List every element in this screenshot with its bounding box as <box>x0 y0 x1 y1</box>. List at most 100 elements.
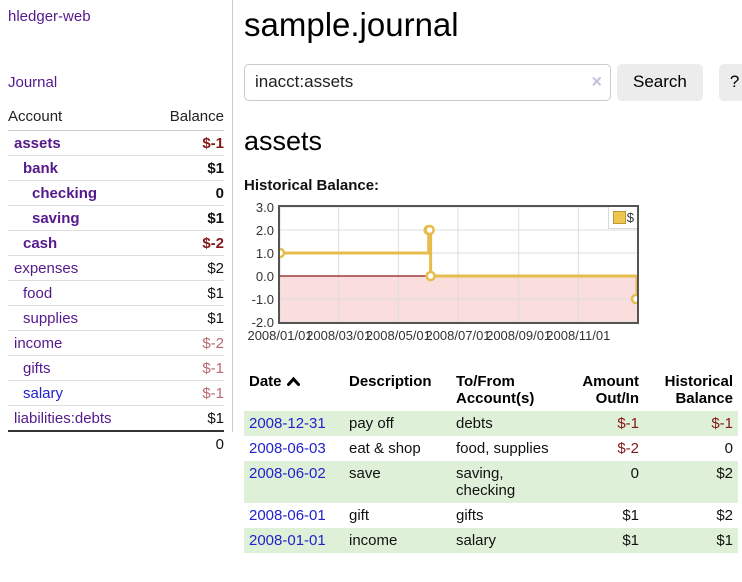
column-header-date-label: Date <box>249 372 282 390</box>
y-axis-tick-label: 3.0 <box>255 199 274 215</box>
sidebar-account-balance: 0 <box>149 180 224 206</box>
y-axis-tick-label: 0.0 <box>255 268 274 284</box>
sidebar-account-link[interactable]: liabilities:debts <box>14 410 112 427</box>
page-title: sample.journal <box>244 6 459 43</box>
register-row: 2008-06-02 save saving, checking 0 $2 <box>244 460 738 503</box>
sidebar-account-row: liabilities:debts $1 <box>8 405 224 432</box>
sidebar-account-balance: $-1 <box>149 380 224 406</box>
help-button[interactable]: ? <box>718 63 742 101</box>
sidebar-account-link[interactable]: expenses <box>14 260 79 277</box>
accounts-table: Account Balance assets $-1 bank $1 checking 0… <box>8 105 224 457</box>
transaction-amount: 0 <box>630 464 639 482</box>
sidebar-account-link[interactable]: supplies <box>23 310 79 327</box>
chart-plot: $ <box>278 204 639 324</box>
transaction-date-link[interactable]: 2008-01-01 <box>249 531 326 549</box>
app-title-link[interactable]: hledger-web <box>8 8 91 25</box>
sidebar-account-row: supplies $1 <box>8 305 224 331</box>
transaction-accounts: food, supplies <box>456 439 549 457</box>
accounts-header-account: Account <box>8 105 150 131</box>
sidebar-account-link[interactable]: checking <box>32 185 98 202</box>
chart-title: Historical Balance: <box>244 176 380 194</box>
chart-canvas <box>280 206 637 322</box>
transaction-amount: $-1 <box>617 414 639 432</box>
sidebar-account-row: bank $1 <box>8 155 224 181</box>
sidebar: hledger-web Journal Account Balance asse… <box>0 0 233 457</box>
transaction-date-link[interactable]: 2008-12-31 <box>249 414 326 432</box>
transaction-description: save <box>349 464 381 482</box>
sidebar-account-link[interactable]: bank <box>23 160 59 177</box>
transaction-description: gift <box>349 506 370 524</box>
y-axis-tick-label: 1.0 <box>255 245 274 261</box>
historical-balance-chart: $ 3.0 2.0 1.0 0.0 -1.0 -2.0 2008/01/01 2008/03/… <box>244 200 742 347</box>
transaction-amount: $1 <box>622 506 639 524</box>
sidebar-account-link[interactable]: gifts <box>23 360 51 377</box>
y-axis-tick-label: 2.0 <box>255 222 274 238</box>
sidebar-account-balance: $-1 <box>149 355 224 381</box>
column-header-date[interactable]: Date <box>244 369 344 411</box>
sidebar-account-balance: $1 <box>149 205 224 231</box>
accounts-total-balance: 0 <box>149 430 224 457</box>
sidebar-item-journal[interactable]: Journal <box>8 74 58 91</box>
sidebar-account-balance: $-2 <box>149 330 224 356</box>
sidebar-account-balance: $1 <box>149 405 224 432</box>
transaction-date-link[interactable]: 2008-06-03 <box>249 439 326 457</box>
transaction-balance: 0 <box>724 439 733 457</box>
legend-label: $ <box>626 209 634 225</box>
sidebar-account-row: salary $-1 <box>8 380 224 406</box>
sidebar-account-link[interactable]: income <box>14 335 63 352</box>
sidebar-account-link[interactable]: food <box>23 285 53 302</box>
sidebar-account-row: cash $-2 <box>8 230 224 256</box>
register-table-body: 2008-12-31 pay off debts $-1 $-1 2008-06-03 ea… <box>244 410 738 553</box>
sidebar-account-row: checking 0 <box>8 180 224 206</box>
accounts-total-row: 0 <box>8 430 224 457</box>
transaction-accounts: saving, checking <box>456 464 516 499</box>
transaction-date-link[interactable]: 2008-06-01 <box>249 506 326 524</box>
date-sort-link[interactable]: Date <box>249 373 301 390</box>
sidebar-account-link[interactable]: saving <box>32 210 80 227</box>
y-axis-tick-label: -1.0 <box>251 291 274 307</box>
sidebar-account-row: expenses $2 <box>8 255 224 281</box>
transaction-balance: $2 <box>716 464 733 482</box>
transaction-date-link[interactable]: 2008-06-02 <box>249 464 326 482</box>
x-axis-tick-label: 2008/09/01 <box>486 327 552 343</box>
clear-icon[interactable]: × <box>591 71 602 92</box>
register-row: 2008-12-31 pay off debts $-1 $-1 <box>244 410 738 436</box>
chart-legend: $ <box>607 206 637 229</box>
x-axis-tick-label: 2008/01/01 <box>247 327 313 343</box>
sidebar-account-row: food $1 <box>8 280 224 306</box>
sidebar-account-row: assets $-1 <box>8 130 224 156</box>
transaction-accounts: gifts <box>456 506 484 524</box>
transaction-description: income <box>349 531 398 549</box>
sidebar-account-link[interactable]: cash <box>23 235 58 252</box>
transaction-balance: $1 <box>716 531 733 549</box>
sidebar-account-link[interactable]: assets <box>14 135 61 152</box>
legend-swatch-icon <box>612 210 626 224</box>
accounts-table-body: assets $-1 bank $1 checking 0 saving $1 cash $-2 e… <box>8 130 224 432</box>
y-axis-tick-label: -2.0 <box>251 314 274 330</box>
register-row: 2008-06-01 gift gifts $1 $2 <box>244 503 738 528</box>
column-header-description: Description <box>349 372 432 390</box>
column-header-balance: Historical Balance <box>664 372 733 407</box>
transaction-balance: $2 <box>716 506 733 524</box>
sidebar-account-row: income $-2 <box>8 330 224 356</box>
accounts-header-balance: Balance <box>149 105 224 131</box>
sidebar-account-balance: $1 <box>149 280 224 306</box>
transaction-description: eat & shop <box>349 439 421 457</box>
sidebar-account-row: saving $1 <box>8 205 224 231</box>
x-axis-tick-label: 2008/03/01 <box>306 327 372 343</box>
x-axis-tick-label: 2008/07/01 <box>425 327 491 343</box>
register-row: 2008-06-03 eat & shop food, supplies $-2 0 <box>244 436 738 461</box>
register-row: 2008-01-01 income salary $1 $1 <box>244 527 738 553</box>
sidebar-account-balance: $1 <box>149 305 224 331</box>
register-table: Date Description To/From Account(s) Amou… <box>244 369 738 553</box>
sidebar-account-link[interactable]: salary <box>23 385 64 402</box>
search-row: × Search ? <box>244 63 742 101</box>
main-content: sample.journal × Search ? assets Histori… <box>233 0 742 553</box>
sidebar-account-balance: $-1 <box>149 130 224 156</box>
search-input[interactable] <box>244 63 611 101</box>
sidebar-account-row: gifts $-1 <box>8 355 224 381</box>
sidebar-account-balance: $1 <box>149 155 224 181</box>
column-header-tofrom: To/From Account(s) <box>456 372 535 407</box>
page: hledger-web Journal Account Balance asse… <box>0 0 742 553</box>
search-button[interactable]: Search <box>617 63 703 101</box>
